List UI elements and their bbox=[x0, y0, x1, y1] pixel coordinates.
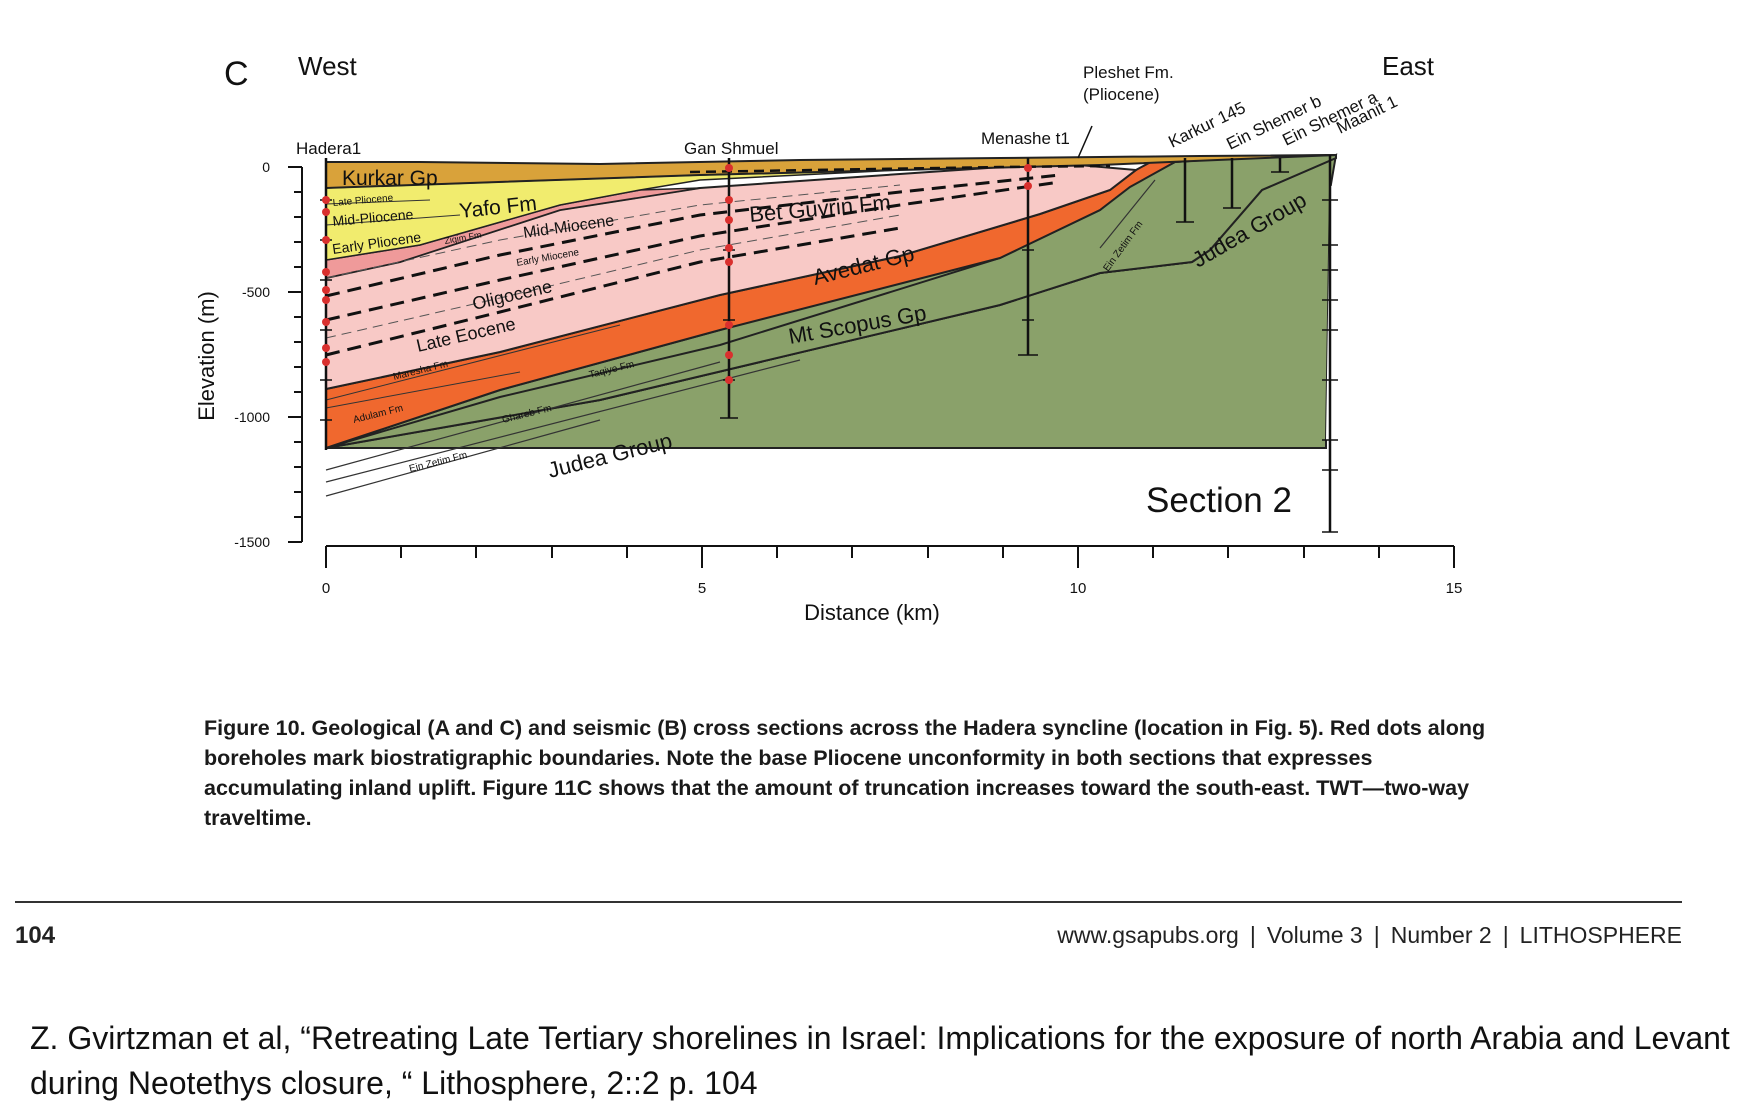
x-tick-label: 0 bbox=[322, 580, 330, 597]
cross-section-figure: 0 -500 -1000 -1500 0 5 10 15 Distance (k… bbox=[194, 51, 1463, 625]
west-label: West bbox=[298, 51, 358, 81]
footer-rule bbox=[15, 901, 1682, 903]
x-axis-label: Distance (km) bbox=[804, 600, 940, 625]
y-axis bbox=[288, 166, 303, 543]
well-name-menashe-t1: Menashe t1 bbox=[981, 129, 1070, 148]
layer-kurkar-gp bbox=[325, 154, 1337, 190]
journal-website: www.gsapubs.org bbox=[1057, 922, 1239, 948]
separator: | bbox=[1249, 922, 1256, 948]
journal-number: Number 2 bbox=[1390, 922, 1492, 948]
separator: | bbox=[1373, 922, 1380, 948]
journal-info: www.gsapubs.org | Volume 3 | Number 2 | … bbox=[1057, 922, 1682, 949]
x-tick-labels: 0 5 10 15 bbox=[322, 580, 1463, 597]
well-name-hadera1: Hadera1 bbox=[296, 139, 361, 158]
formation-boundaries bbox=[325, 179, 1156, 497]
dashed-horizons bbox=[325, 125, 1111, 357]
y-tick-label: -1000 bbox=[234, 409, 270, 425]
journal-volume: Volume 3 bbox=[1266, 922, 1363, 948]
separator: | bbox=[1502, 922, 1509, 948]
biostrat-dots bbox=[322, 164, 1032, 384]
journal-name: LITHOSPHERE bbox=[1519, 922, 1682, 948]
y-tick-label: -500 bbox=[242, 284, 270, 300]
y-axis-label: Elevation (m) bbox=[194, 291, 219, 421]
annotation-pleshet-line1: Pleshet Fm. bbox=[1083, 63, 1174, 82]
annotation-pleshet-line2: (Pliocene) bbox=[1083, 85, 1160, 104]
figure-caption: Figure 10. Geological (A and C) and seis… bbox=[204, 716, 1486, 830]
east-label: East bbox=[1382, 51, 1435, 81]
well-names: Hadera1 Gan Shmuel Menashe t1 Karkur 145… bbox=[296, 87, 1400, 158]
panel-letter: C bbox=[224, 55, 249, 93]
page-number: 104 bbox=[15, 922, 56, 949]
unit-label-kurkar: Kurkar Gp bbox=[342, 167, 438, 190]
borehole-ticks bbox=[320, 171, 1338, 533]
y-tick-labels: 0 -500 -1000 -1500 bbox=[234, 159, 270, 550]
x-tick-label: 15 bbox=[1446, 580, 1463, 597]
x-tick-label: 10 bbox=[1070, 580, 1087, 597]
citation: Z. Gvirtzman et al, “Retreating Late Ter… bbox=[30, 1020, 1730, 1101]
y-tick-label: -1500 bbox=[234, 534, 270, 550]
stratigraphic-layers bbox=[325, 153, 1338, 450]
x-axis bbox=[325, 545, 1455, 568]
well-name-gan-shmuel: Gan Shmuel bbox=[684, 139, 779, 158]
x-tick-label: 5 bbox=[698, 580, 706, 597]
section-label: Section 2 bbox=[1146, 481, 1292, 520]
unit-label-mid-pliocene: Mid-Pliocene bbox=[332, 206, 414, 229]
unit-label-late-pliocene: Late Pliocene bbox=[332, 193, 394, 209]
y-tick-label: 0 bbox=[262, 159, 270, 175]
